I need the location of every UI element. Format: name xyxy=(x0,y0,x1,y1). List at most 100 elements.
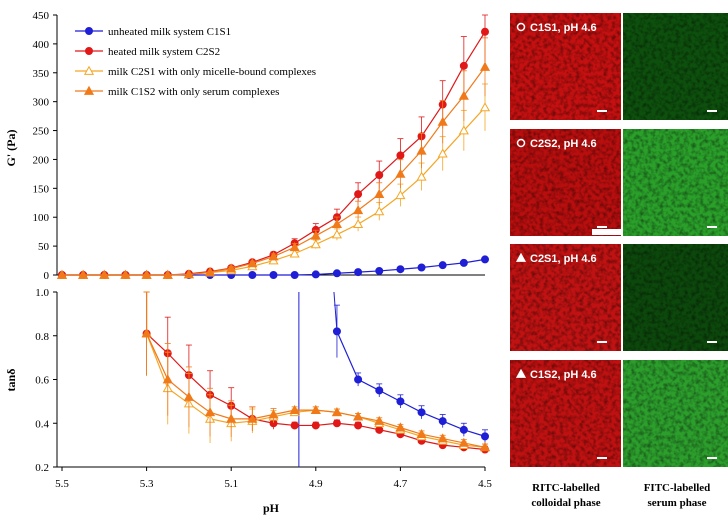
g-y-tick-label: 200 xyxy=(33,154,50,166)
scale-bar xyxy=(707,341,717,343)
storage-modulus-panel: 0 50 100 150 200 250 300 350 400 450 unheated mil… xyxy=(4,10,489,282)
g-data-point xyxy=(397,266,404,273)
t-series-line xyxy=(147,334,485,448)
g-data-point xyxy=(482,28,489,35)
g-data-point xyxy=(376,267,383,274)
t-y-tick-label: 0.6 xyxy=(35,375,49,387)
t-data-point xyxy=(291,422,298,429)
g-data-point xyxy=(291,272,298,279)
g-y-tick-label: 0 xyxy=(44,270,50,282)
t-data-point xyxy=(333,328,340,335)
g-y-tick-label: 400 xyxy=(33,39,50,51)
t-data-point xyxy=(482,433,489,440)
g-data-point xyxy=(482,256,489,263)
large-scale-bar xyxy=(592,229,621,235)
g-data-point xyxy=(375,207,383,215)
g-data-point xyxy=(270,272,277,279)
t-x-tick-label: 5.1 xyxy=(224,478,238,490)
t-data-point xyxy=(355,376,362,383)
scale-bar xyxy=(707,226,717,228)
g-y-label: G' (Pa) xyxy=(4,130,18,167)
g-data-point xyxy=(397,152,404,159)
g-y-tick-label: 450 xyxy=(33,10,50,22)
g-data-point xyxy=(312,240,320,248)
scale-bar xyxy=(597,457,607,459)
micrograph-label: C1S1, pH 4.6 xyxy=(530,22,597,34)
micrograph-label: C1S2, pH 4.6 xyxy=(530,369,597,381)
t-data-point xyxy=(333,420,340,427)
g-data-point xyxy=(460,259,467,266)
t-series-line xyxy=(147,334,485,450)
scale-bar xyxy=(597,341,607,343)
green-micrograph-texture xyxy=(623,360,728,467)
g-y-tick-label: 350 xyxy=(33,68,50,80)
t-x-tick-label: 4.9 xyxy=(309,478,323,490)
g-data-point xyxy=(481,63,489,71)
t-x-tick-label: 4.5 xyxy=(478,478,492,490)
g-y-tick-label: 100 xyxy=(33,212,50,224)
t-y-tick-label: 1.0 xyxy=(35,287,49,299)
legend-entry: milk C1S2 with only serum complexes xyxy=(108,86,279,98)
legend-entry: unheated milk system C1S1 xyxy=(108,26,231,38)
g-y-tick-label: 250 xyxy=(33,126,50,138)
micrograph-label: C2S1, pH 4.6 xyxy=(530,253,597,265)
legend-marker xyxy=(86,48,93,55)
g-y-tick-label: 300 xyxy=(33,97,50,109)
g-data-point xyxy=(354,206,362,214)
t-data-point xyxy=(376,387,383,394)
caption-red-line1: RITC-labelled xyxy=(532,482,600,494)
t-y-tick-label: 0.8 xyxy=(35,331,49,343)
t-data-point xyxy=(206,408,214,416)
g-data-point xyxy=(460,62,467,69)
micrograph-label: C2S2, pH 4.6 xyxy=(530,138,597,150)
t-data-point xyxy=(376,426,383,433)
scale-bar xyxy=(597,226,607,228)
t-x-tick-label: 5.5 xyxy=(55,478,69,490)
g-data-point xyxy=(333,220,341,228)
g-data-point xyxy=(355,269,362,276)
g-data-point xyxy=(333,270,340,277)
t-data-point xyxy=(355,422,362,429)
legend-entry: heated milk system C2S2 xyxy=(108,46,220,58)
g-data-point xyxy=(439,262,446,269)
green-micrograph-texture xyxy=(623,129,728,236)
g-data-point xyxy=(249,272,256,279)
t-y-tick-label: 0.2 xyxy=(35,462,49,474)
caption-green-line1: FITC-labelled xyxy=(644,482,711,494)
caption-green-line2: serum phase xyxy=(648,497,707,509)
t-y-label: tanδ xyxy=(4,369,18,392)
t-data-point xyxy=(460,426,467,433)
green-micrograph-texture xyxy=(623,13,728,120)
micrograph-grid: C1S1, pH 4.6 C2S2, pH 4.6 C2S1, pH 4.6 C1S2… xyxy=(510,13,728,467)
t-series-line xyxy=(147,334,485,448)
caption-red-line2: colloidal phase xyxy=(531,497,600,509)
g-data-point xyxy=(418,264,425,271)
legend-marker xyxy=(86,28,93,35)
t-data-point xyxy=(439,418,446,425)
t-data-point xyxy=(418,409,425,416)
g-data-point xyxy=(312,271,319,278)
g-data-point xyxy=(481,103,489,111)
t-series-entry xyxy=(334,292,337,331)
g-y-tick-label: 150 xyxy=(33,183,50,195)
scale-bar xyxy=(597,110,607,112)
scale-bar xyxy=(707,457,717,459)
legend: unheated milk system C1S1 heated milk sys… xyxy=(75,26,316,98)
green-micrograph-texture xyxy=(623,244,728,351)
t-data-point xyxy=(397,398,404,405)
x-axis-label: pH xyxy=(263,501,280,515)
t-y-tick-label: 0.4 xyxy=(35,418,49,430)
g-data-point xyxy=(333,230,341,238)
t-x-tick-label: 5.3 xyxy=(140,478,154,490)
loss-tangent-panel: 0.20.40.60.81.0 5.5 5.3 5.1 4.9 4.7 4.5 tanδ … xyxy=(4,287,492,515)
g-data-point xyxy=(355,191,362,198)
t-series-line xyxy=(337,331,485,436)
g-data-point xyxy=(354,220,362,228)
t-x-tick-label: 4.7 xyxy=(394,478,408,490)
t-data-point xyxy=(312,422,319,429)
scale-bar xyxy=(707,110,717,112)
g-y-tick-label: 50 xyxy=(38,241,50,253)
legend-entry: milk C2S1 with only micelle-bound comple… xyxy=(108,66,316,78)
g-data-point xyxy=(376,172,383,179)
